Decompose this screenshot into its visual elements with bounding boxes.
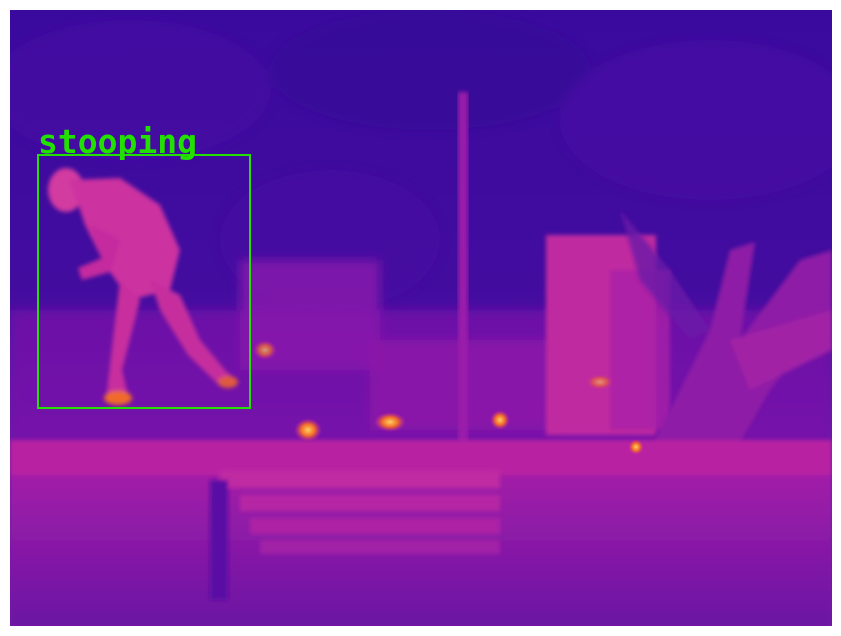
detection-label: stooping: [38, 122, 197, 162]
detection-bounding-box: [37, 154, 251, 409]
thermal-image-frame: stooping: [10, 10, 832, 626]
pole: [458, 92, 468, 442]
